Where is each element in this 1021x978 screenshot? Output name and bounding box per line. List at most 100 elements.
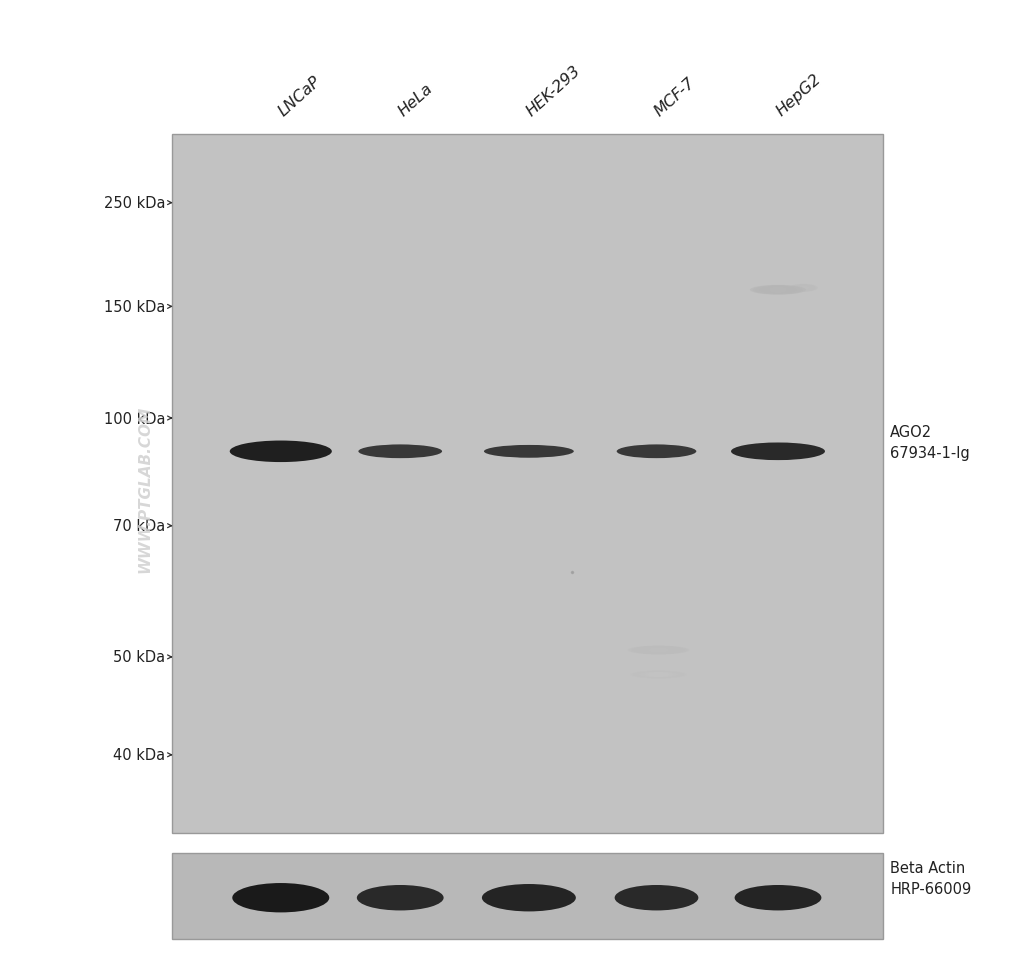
Ellipse shape <box>747 887 809 909</box>
Ellipse shape <box>644 448 669 456</box>
Ellipse shape <box>640 448 673 456</box>
Text: 250 kDa: 250 kDa <box>104 196 165 211</box>
Ellipse shape <box>627 887 686 909</box>
Bar <box>172 135 883 833</box>
Ellipse shape <box>630 671 686 679</box>
Ellipse shape <box>764 288 792 294</box>
Ellipse shape <box>379 889 422 907</box>
Ellipse shape <box>633 671 684 679</box>
Ellipse shape <box>765 890 791 906</box>
Ellipse shape <box>631 888 682 908</box>
Ellipse shape <box>251 887 310 909</box>
Ellipse shape <box>497 447 561 457</box>
Ellipse shape <box>795 286 812 291</box>
Ellipse shape <box>647 672 670 678</box>
Ellipse shape <box>757 889 799 907</box>
Ellipse shape <box>761 890 795 906</box>
Ellipse shape <box>367 446 434 458</box>
Ellipse shape <box>255 444 306 460</box>
Ellipse shape <box>358 445 442 459</box>
Ellipse shape <box>388 448 412 456</box>
Ellipse shape <box>496 887 562 909</box>
Ellipse shape <box>247 886 314 910</box>
Ellipse shape <box>635 889 678 907</box>
Ellipse shape <box>797 286 810 291</box>
Ellipse shape <box>505 888 552 908</box>
Ellipse shape <box>639 672 678 678</box>
Text: WWW.PTGLAB.COM: WWW.PTGLAB.COM <box>138 406 152 572</box>
Ellipse shape <box>617 445 696 459</box>
Ellipse shape <box>752 286 804 295</box>
Ellipse shape <box>749 286 806 295</box>
Ellipse shape <box>749 445 807 459</box>
Ellipse shape <box>484 445 574 459</box>
Ellipse shape <box>650 673 667 677</box>
Ellipse shape <box>740 444 816 460</box>
Ellipse shape <box>491 886 567 910</box>
Ellipse shape <box>487 885 571 911</box>
Text: HeLa: HeLa <box>395 81 435 119</box>
Ellipse shape <box>366 887 435 909</box>
Ellipse shape <box>734 885 821 911</box>
Text: 150 kDa: 150 kDa <box>104 299 165 315</box>
Ellipse shape <box>793 286 814 291</box>
Ellipse shape <box>644 890 669 906</box>
Ellipse shape <box>755 446 801 458</box>
Ellipse shape <box>493 446 565 458</box>
Ellipse shape <box>361 886 439 910</box>
Ellipse shape <box>619 886 694 910</box>
Ellipse shape <box>790 285 817 292</box>
Ellipse shape <box>792 285 815 292</box>
Ellipse shape <box>357 885 443 911</box>
Ellipse shape <box>500 887 557 909</box>
Ellipse shape <box>621 445 692 459</box>
Ellipse shape <box>764 447 792 457</box>
Ellipse shape <box>375 447 426 457</box>
Ellipse shape <box>615 885 698 911</box>
Ellipse shape <box>265 446 296 458</box>
Text: HEK-293: HEK-293 <box>524 64 584 119</box>
Ellipse shape <box>502 447 555 457</box>
Ellipse shape <box>631 646 686 654</box>
Ellipse shape <box>370 887 431 909</box>
Ellipse shape <box>266 889 295 907</box>
Ellipse shape <box>759 287 797 294</box>
Ellipse shape <box>761 287 794 294</box>
Ellipse shape <box>641 672 676 678</box>
Ellipse shape <box>756 287 800 294</box>
Ellipse shape <box>637 447 676 457</box>
Ellipse shape <box>383 890 418 906</box>
Ellipse shape <box>751 888 804 908</box>
Ellipse shape <box>731 443 825 461</box>
Ellipse shape <box>649 647 668 653</box>
Ellipse shape <box>633 447 680 457</box>
Ellipse shape <box>643 647 674 653</box>
Ellipse shape <box>371 446 430 458</box>
Ellipse shape <box>736 444 820 460</box>
Ellipse shape <box>510 448 547 456</box>
Ellipse shape <box>260 445 301 459</box>
Ellipse shape <box>506 447 551 457</box>
Text: LNCaP: LNCaP <box>276 73 324 119</box>
Ellipse shape <box>515 890 543 906</box>
Ellipse shape <box>250 444 311 460</box>
Ellipse shape <box>379 447 421 457</box>
Ellipse shape <box>384 448 417 456</box>
Bar <box>172 853 883 939</box>
Ellipse shape <box>625 446 688 458</box>
Ellipse shape <box>743 887 813 909</box>
Ellipse shape <box>760 446 796 458</box>
Ellipse shape <box>770 288 786 293</box>
Ellipse shape <box>640 890 673 906</box>
Ellipse shape <box>235 442 327 462</box>
Ellipse shape <box>510 889 547 907</box>
Text: 100 kDa: 100 kDa <box>104 411 165 426</box>
Ellipse shape <box>644 672 673 678</box>
Ellipse shape <box>488 446 570 458</box>
Ellipse shape <box>799 287 808 290</box>
Ellipse shape <box>261 888 300 908</box>
Ellipse shape <box>516 448 542 456</box>
Ellipse shape <box>640 647 677 653</box>
Ellipse shape <box>240 442 322 462</box>
Text: 50 kDa: 50 kDa <box>113 649 165 665</box>
